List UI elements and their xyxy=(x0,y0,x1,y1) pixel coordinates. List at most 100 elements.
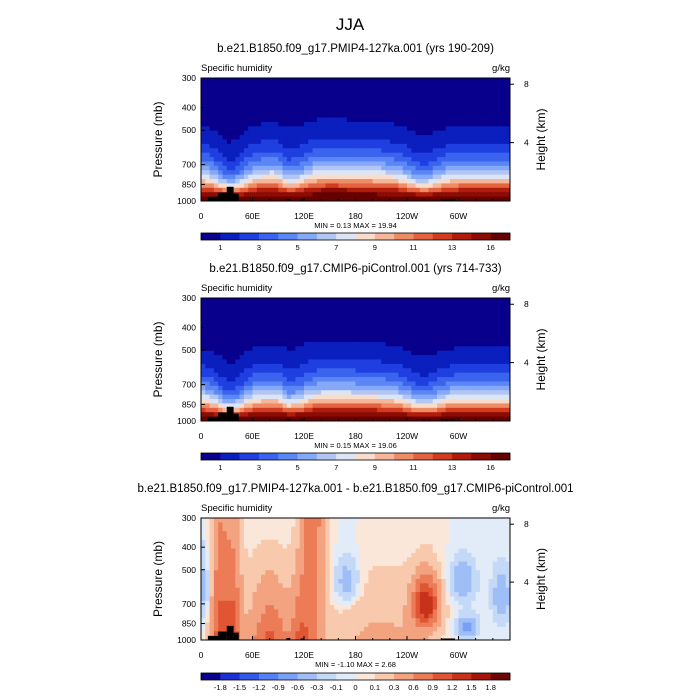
contour-cell xyxy=(385,152,391,158)
contour-cell xyxy=(316,355,322,361)
contour-cell xyxy=(376,139,382,145)
colorbar-label: 13 xyxy=(448,463,456,472)
contour-cell xyxy=(488,372,494,378)
contour-cell xyxy=(286,544,292,550)
contour-cell xyxy=(492,78,498,83)
contour-cell xyxy=(273,126,279,132)
contour-cell xyxy=(312,78,318,83)
contour-cell xyxy=(209,113,215,119)
contour-cell xyxy=(282,86,288,92)
contour-cell xyxy=(475,372,481,378)
contour-cell xyxy=(346,381,352,387)
contour-cell xyxy=(278,518,284,523)
contour-cell xyxy=(497,302,503,308)
contour-cell xyxy=(368,108,374,114)
contour-cell xyxy=(278,104,284,110)
contour-cell xyxy=(488,135,494,141)
contour-cell xyxy=(424,381,430,387)
contour-cell xyxy=(316,403,322,409)
contour-cell xyxy=(321,170,327,176)
contour-cell xyxy=(415,544,421,550)
contour-cell xyxy=(458,363,464,369)
contour-cell xyxy=(346,531,352,537)
contour-cell xyxy=(278,390,284,396)
contour-cell xyxy=(252,531,258,537)
contour-cell xyxy=(411,385,417,391)
contour-cell xyxy=(205,139,211,145)
contour-cell xyxy=(432,381,438,387)
contour-cell xyxy=(488,139,494,145)
contour-cell xyxy=(209,557,215,563)
contour-cell xyxy=(218,363,224,369)
contour-cell xyxy=(467,390,472,396)
contour-cell xyxy=(329,399,335,405)
contour-cell xyxy=(291,399,297,405)
contour-cell xyxy=(372,390,378,396)
contour-cell xyxy=(334,86,339,92)
field-label: Specific humidity xyxy=(201,503,273,514)
contour-cell xyxy=(419,187,425,193)
contour-cell xyxy=(479,522,485,528)
contour-cell xyxy=(226,179,232,185)
contour-cell xyxy=(475,174,481,180)
x-tick-label: 120E xyxy=(294,211,314,221)
contour-cell xyxy=(355,311,361,317)
contour-cell xyxy=(218,337,224,343)
contour-cell xyxy=(364,302,369,308)
contour-cell xyxy=(218,311,224,317)
contour-cell xyxy=(351,346,357,352)
contour-cell xyxy=(359,148,365,154)
contour-cell xyxy=(304,82,309,88)
contour-cell xyxy=(394,179,400,185)
contour-cell xyxy=(458,91,464,97)
contour-cell xyxy=(467,518,472,523)
contour-cell xyxy=(402,86,408,92)
contour-cell xyxy=(411,91,417,97)
contour-cell xyxy=(492,390,498,396)
contour-cell xyxy=(471,143,477,149)
contour-cell xyxy=(243,165,249,171)
contour-cell xyxy=(449,526,455,532)
contour-cell xyxy=(226,78,232,83)
contour-cell xyxy=(278,298,284,303)
contour-cell xyxy=(243,302,249,308)
contour-cell xyxy=(364,108,369,114)
contour-cell xyxy=(449,561,455,567)
contour-cell xyxy=(295,381,301,387)
contour-cell xyxy=(432,548,438,554)
contour-cell xyxy=(475,359,481,365)
contour-cell xyxy=(389,95,395,101)
contour-cell xyxy=(239,196,245,201)
contour-cell xyxy=(239,552,245,558)
contour-cell xyxy=(497,139,503,145)
contour-cell xyxy=(389,535,395,541)
contour-cell xyxy=(312,298,318,303)
contour-cell xyxy=(273,557,279,563)
contour-cell xyxy=(449,108,455,114)
x-tick-label: 0 xyxy=(199,211,204,221)
contour-cell xyxy=(243,372,249,378)
contour-cell xyxy=(299,518,305,523)
contour-cell xyxy=(372,377,378,383)
contour-cell xyxy=(501,526,507,532)
contour-cell xyxy=(338,143,344,149)
contour-cell xyxy=(501,328,507,334)
contour-cell xyxy=(501,412,507,418)
contour-cell xyxy=(213,187,219,193)
contour-cell xyxy=(437,416,442,421)
contour-cell xyxy=(505,196,510,201)
contour-cell xyxy=(505,179,510,185)
contour-cell xyxy=(201,157,206,163)
contour-cell xyxy=(213,183,219,189)
colorbar-label: 3 xyxy=(257,243,261,252)
contour-cell xyxy=(256,104,262,110)
contour-cell xyxy=(308,179,314,185)
contour-cell xyxy=(368,412,374,418)
contour-cell xyxy=(226,99,232,105)
contour-cell xyxy=(355,143,361,149)
contour-cell xyxy=(445,328,451,334)
contour-cell xyxy=(222,539,228,545)
contour-cell xyxy=(381,350,387,356)
contour-cell xyxy=(329,139,335,145)
contour-cell xyxy=(218,143,224,149)
